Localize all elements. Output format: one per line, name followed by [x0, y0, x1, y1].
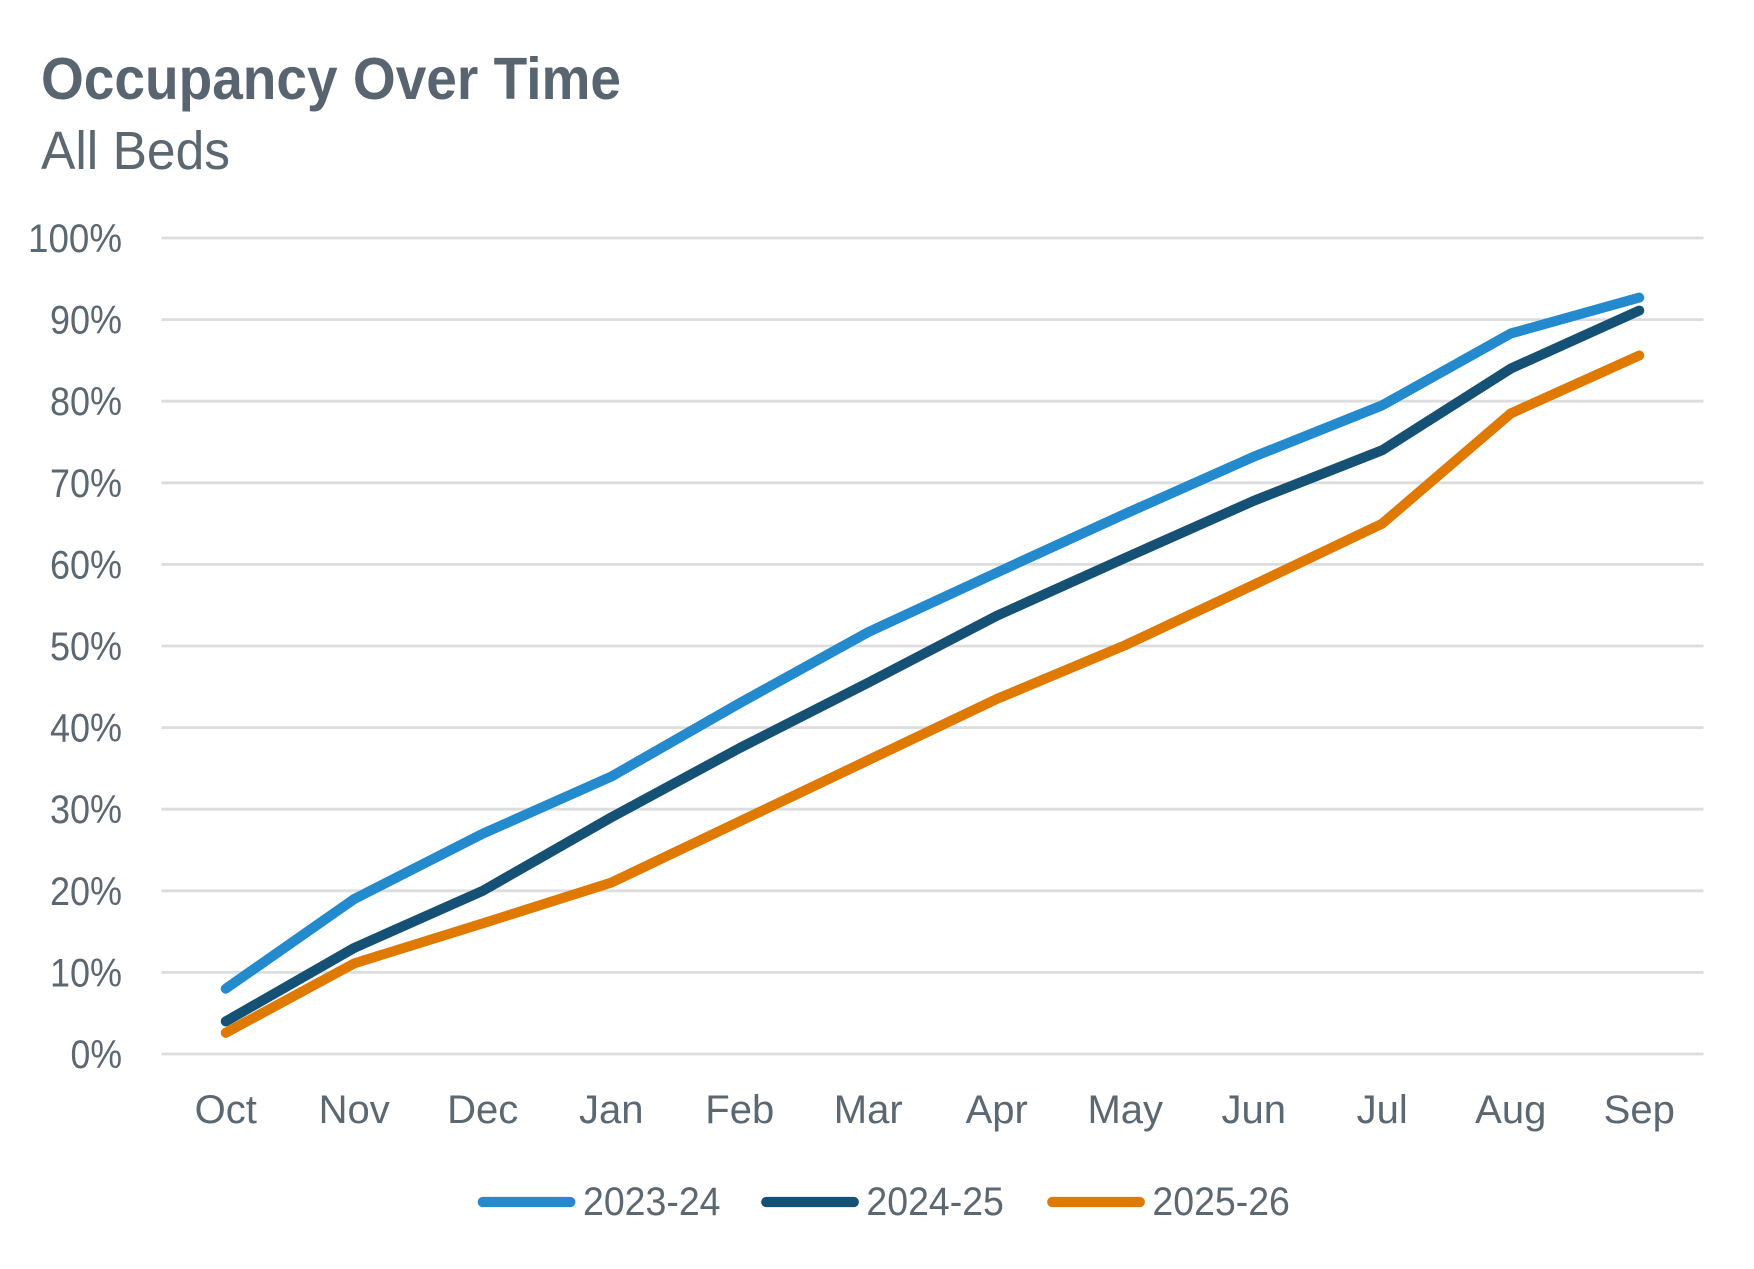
- svg-text:30%: 30%: [50, 788, 122, 832]
- svg-text:Feb: Feb: [705, 1088, 774, 1132]
- svg-text:40%: 40%: [50, 707, 122, 751]
- svg-text:May: May: [1087, 1088, 1163, 1132]
- svg-text:Dec: Dec: [447, 1088, 518, 1132]
- svg-text:50%: 50%: [50, 625, 122, 669]
- svg-text:2023-24: 2023-24: [583, 1180, 721, 1224]
- svg-text:Aug: Aug: [1475, 1088, 1546, 1132]
- svg-text:All Beds: All Beds: [41, 121, 230, 181]
- svg-text:20%: 20%: [50, 870, 122, 914]
- svg-text:Sep: Sep: [1604, 1088, 1675, 1132]
- svg-text:60%: 60%: [50, 543, 122, 587]
- svg-text:2025-26: 2025-26: [1152, 1180, 1290, 1224]
- svg-text:Nov: Nov: [319, 1088, 390, 1132]
- svg-text:100%: 100%: [28, 217, 122, 261]
- svg-text:2024-25: 2024-25: [866, 1180, 1004, 1224]
- svg-text:Apr: Apr: [966, 1088, 1028, 1132]
- svg-text:Jul: Jul: [1357, 1088, 1408, 1132]
- svg-text:Mar: Mar: [834, 1088, 903, 1132]
- svg-text:90%: 90%: [50, 299, 122, 343]
- svg-text:Occupancy Over Time: Occupancy Over Time: [41, 45, 621, 112]
- svg-text:Jun: Jun: [1222, 1088, 1287, 1132]
- svg-text:Oct: Oct: [195, 1088, 257, 1132]
- svg-text:70%: 70%: [50, 462, 122, 506]
- svg-text:0%: 0%: [71, 1033, 123, 1077]
- svg-text:10%: 10%: [50, 951, 122, 995]
- svg-text:Jan: Jan: [579, 1088, 644, 1132]
- svg-text:80%: 80%: [50, 380, 122, 424]
